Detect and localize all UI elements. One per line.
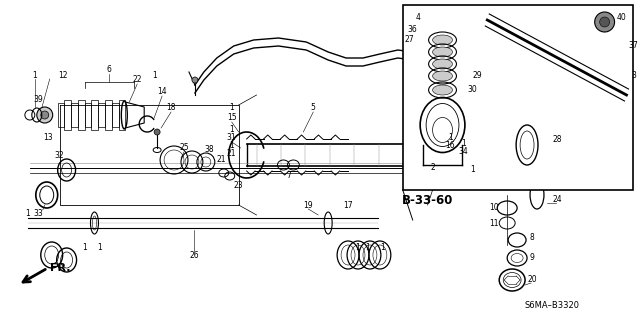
Text: 27: 27: [405, 35, 415, 44]
Text: 1: 1: [26, 209, 30, 218]
Circle shape: [41, 111, 49, 119]
Text: 20: 20: [527, 276, 537, 285]
Text: 1: 1: [448, 133, 453, 143]
Text: 1: 1: [229, 142, 234, 151]
Text: 1: 1: [470, 166, 475, 174]
Text: 1: 1: [152, 70, 157, 79]
Text: 23: 23: [234, 181, 243, 189]
Text: 7: 7: [286, 170, 291, 180]
Text: 17: 17: [343, 201, 353, 210]
Circle shape: [595, 12, 614, 32]
Text: FR.: FR.: [50, 263, 70, 273]
Text: 4: 4: [415, 13, 420, 23]
Ellipse shape: [433, 59, 452, 69]
Text: 1: 1: [82, 243, 87, 253]
Circle shape: [154, 129, 160, 135]
Text: 1: 1: [33, 70, 37, 79]
Circle shape: [600, 17, 609, 27]
Text: 26: 26: [189, 250, 199, 259]
Text: 16: 16: [445, 142, 455, 151]
Text: 6: 6: [107, 65, 112, 75]
Text: 28: 28: [552, 136, 562, 145]
Text: 22: 22: [132, 76, 142, 85]
Text: 19: 19: [303, 201, 313, 210]
Text: 13: 13: [43, 133, 52, 143]
Text: 37: 37: [628, 41, 638, 49]
Text: 39: 39: [33, 95, 43, 105]
Text: 21: 21: [216, 155, 225, 165]
Text: 25: 25: [179, 144, 189, 152]
Text: 1: 1: [381, 243, 385, 253]
Text: 1: 1: [461, 139, 466, 149]
Text: 1: 1: [365, 243, 371, 253]
Text: 38: 38: [204, 145, 214, 154]
Text: 5: 5: [311, 103, 316, 113]
Text: 24: 24: [552, 196, 562, 204]
Text: 2: 2: [430, 164, 435, 173]
Ellipse shape: [433, 85, 452, 95]
Text: 34: 34: [458, 147, 468, 157]
Bar: [403, 5, 634, 190]
Text: 36: 36: [408, 26, 417, 34]
Text: 1: 1: [229, 125, 234, 135]
Text: 15: 15: [227, 114, 237, 122]
Text: 33: 33: [33, 209, 43, 218]
Text: 11: 11: [490, 219, 499, 227]
Text: 14: 14: [157, 87, 167, 97]
Text: 21: 21: [227, 149, 236, 158]
Text: 32: 32: [55, 151, 65, 160]
Circle shape: [192, 77, 198, 83]
Text: 18: 18: [166, 103, 176, 113]
Ellipse shape: [433, 47, 452, 57]
Circle shape: [36, 107, 52, 123]
Circle shape: [445, 75, 451, 81]
Text: 29: 29: [472, 70, 482, 79]
Text: 1: 1: [229, 103, 234, 113]
Text: 1: 1: [356, 243, 360, 253]
Text: 10: 10: [490, 204, 499, 212]
Text: 3: 3: [632, 70, 636, 79]
Ellipse shape: [433, 71, 452, 81]
Text: S6MA–B3320: S6MA–B3320: [524, 300, 579, 309]
Text: 40: 40: [616, 13, 627, 23]
Text: 30: 30: [467, 85, 477, 94]
Text: 31: 31: [227, 133, 237, 143]
Text: 8: 8: [530, 234, 534, 242]
Text: 1: 1: [97, 243, 102, 253]
Text: B-33-60: B-33-60: [402, 194, 453, 206]
Ellipse shape: [433, 35, 452, 45]
Text: 12: 12: [58, 70, 67, 79]
Text: 9: 9: [529, 254, 534, 263]
